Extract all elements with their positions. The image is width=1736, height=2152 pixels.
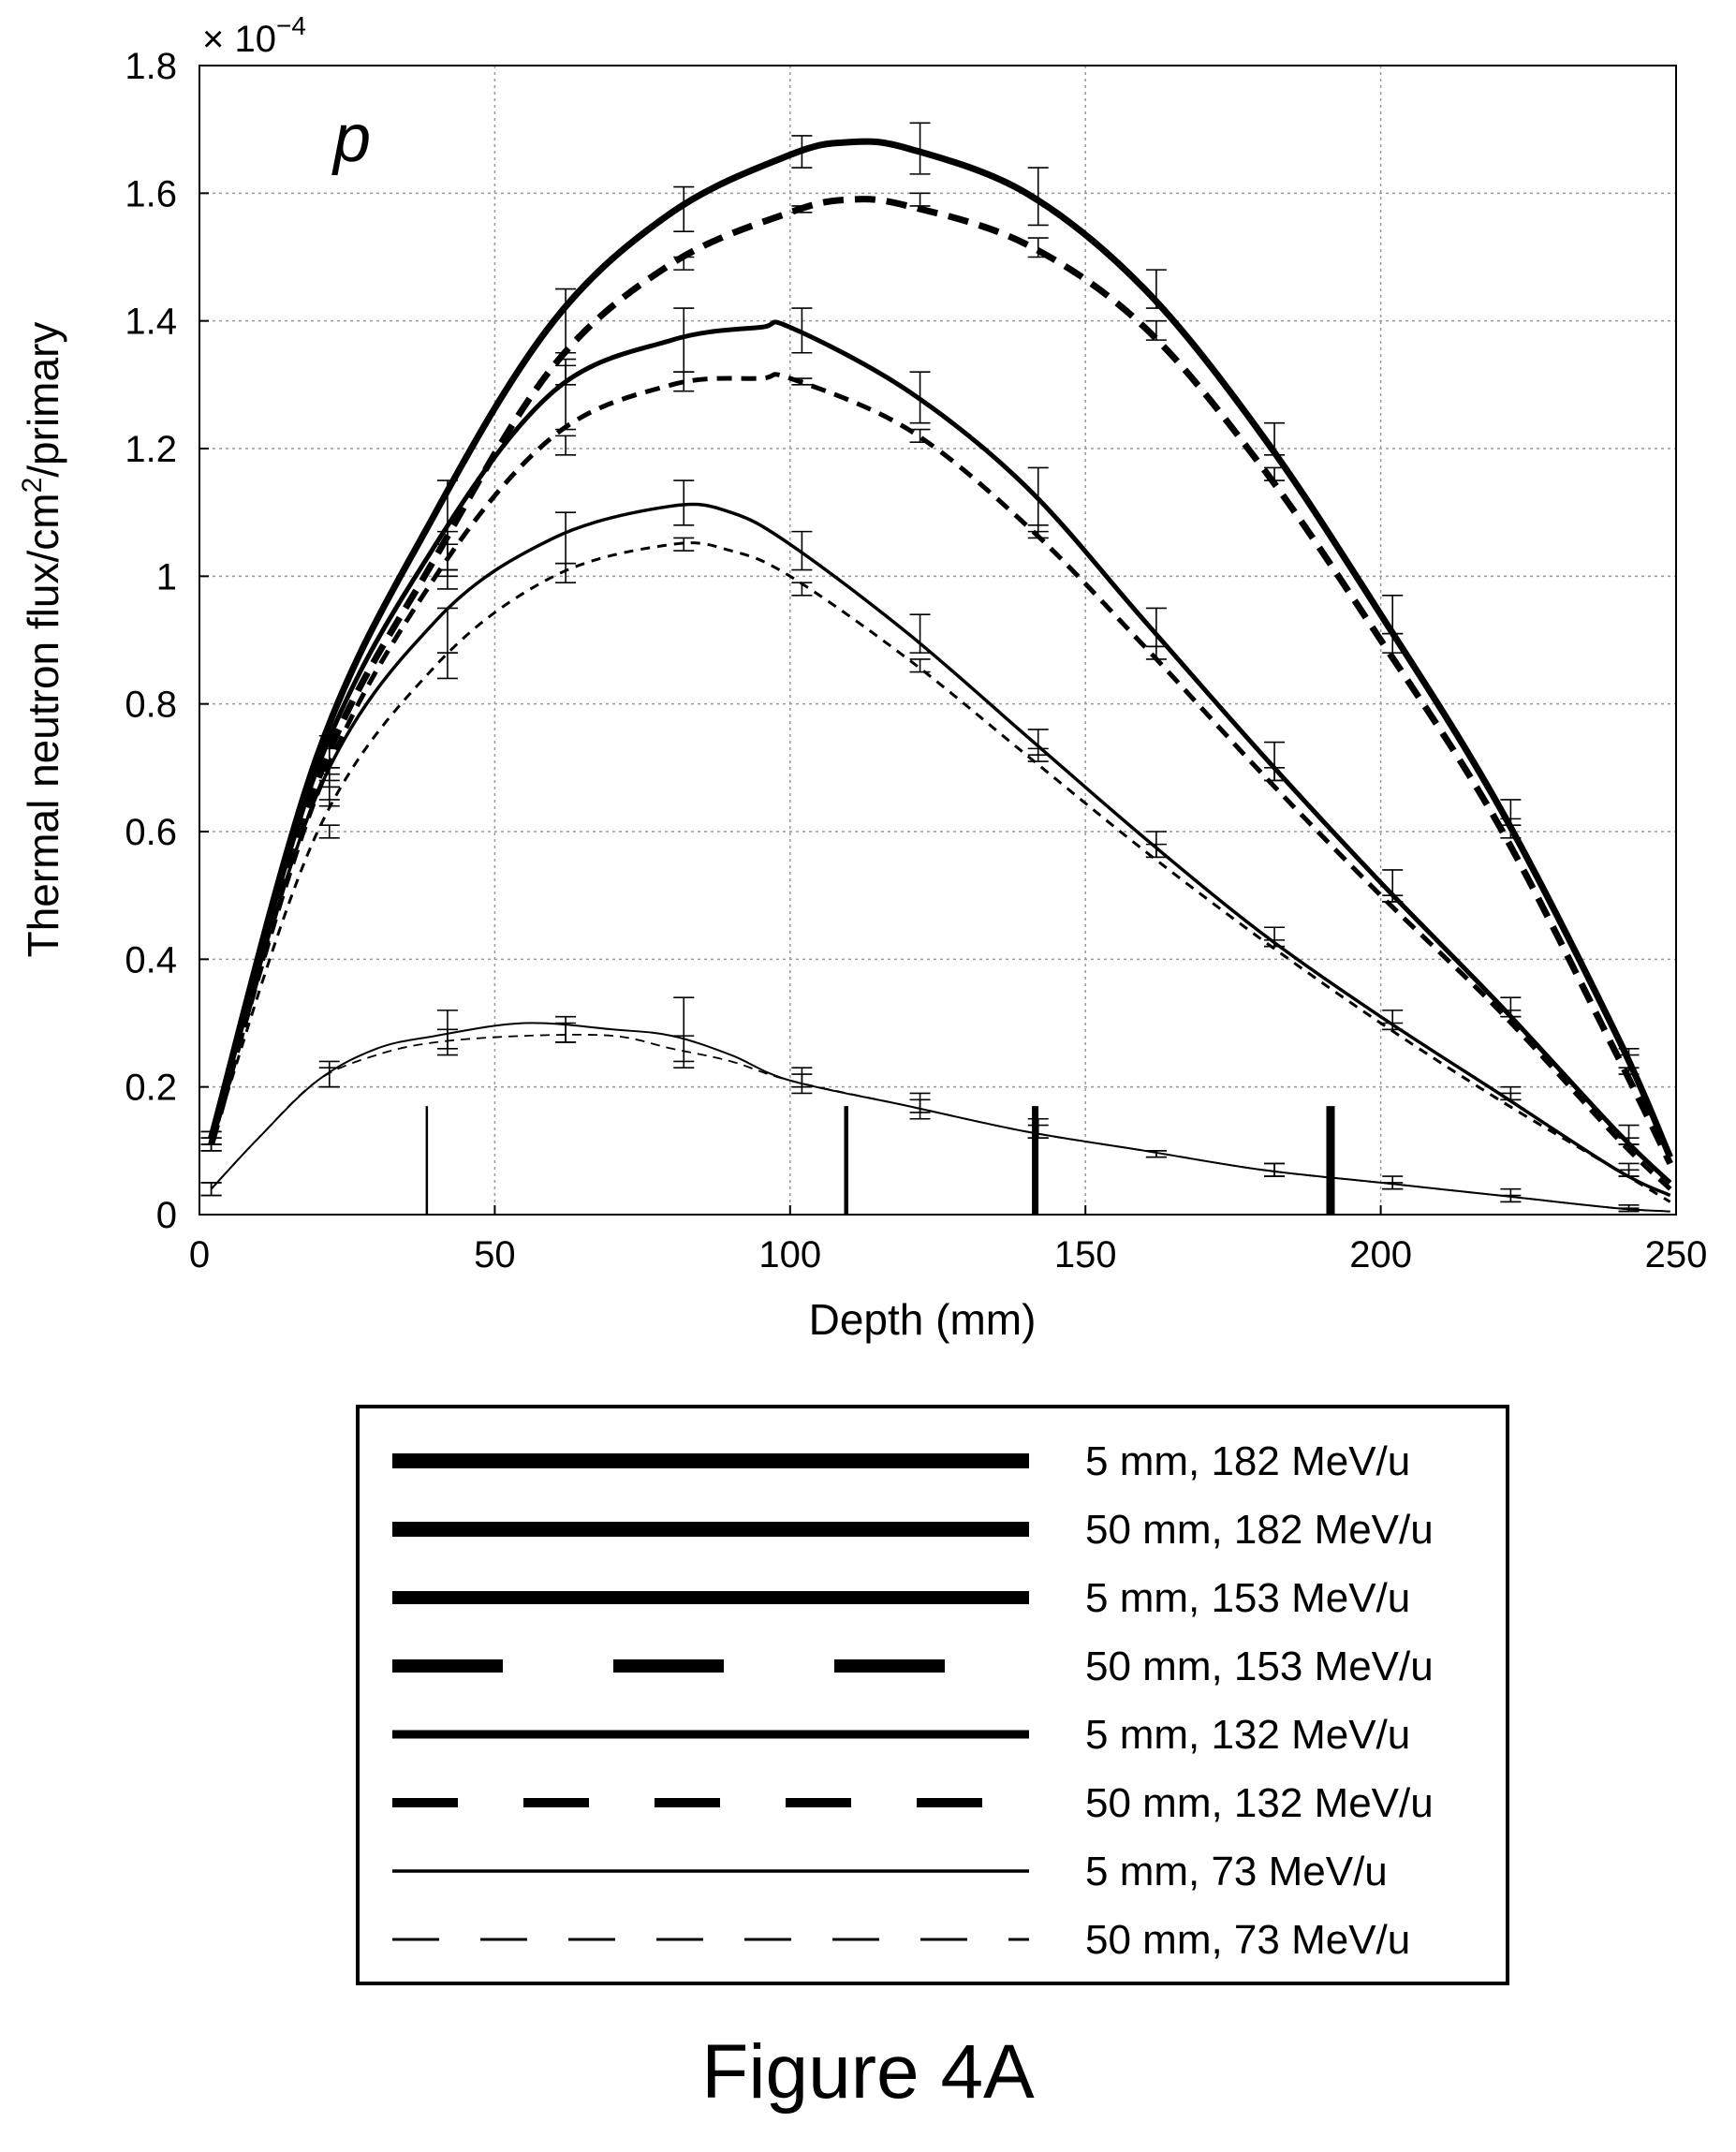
- y-tick-label: 0.4: [125, 939, 177, 980]
- x-tick-label: 250: [1645, 1234, 1708, 1275]
- grid-lines: [199, 66, 1676, 1215]
- y-tick-label: 1.6: [125, 173, 177, 214]
- y-tick-labels: 0 0.2 0.4 0.6 0.8 1 1.2 1.4 1.6 1.8: [125, 46, 177, 1236]
- multiplier-base: × 10: [202, 19, 276, 60]
- legend-label: 5 mm, 73 MeV/u: [1085, 1849, 1388, 1894]
- y-axis-label-main: Thermal neutron flux/cm: [19, 493, 67, 957]
- legend-swatch: [392, 1522, 1029, 1537]
- y-axis-label-sup: 2: [17, 478, 48, 494]
- legend-entry: 5 mm, 153 MeV/u: [360, 1564, 1506, 1632]
- legend-swatch: [392, 1869, 1029, 1873]
- plot-frame: [199, 65, 1677, 1216]
- legend-entry: 5 mm, 73 MeV/u: [360, 1837, 1506, 1906]
- legend-label: 50 mm, 132 MeV/u: [1085, 1780, 1434, 1826]
- multiplier-exponent: −4: [276, 11, 306, 40]
- legend-entry: 50 mm, 182 MeV/u: [360, 1496, 1506, 1564]
- x-tick-label: 50: [474, 1234, 516, 1275]
- series-line: [208, 138, 1673, 1159]
- legend-label: 5 mm, 153 MeV/u: [1085, 1575, 1411, 1621]
- series-group: [208, 138, 1673, 1213]
- x-tick-labels: 0 50 100 150 200 250: [189, 1234, 1708, 1275]
- legend-entry: 50 mm, 153 MeV/u: [360, 1632, 1506, 1701]
- series-line: [209, 372, 1672, 1191]
- legend-label: 5 mm, 182 MeV/u: [1085, 1438, 1411, 1484]
- y-tick-label: 1.2: [125, 429, 177, 470]
- y-tick-label: 0: [156, 1195, 177, 1236]
- legend-label: 5 mm, 132 MeV/u: [1085, 1712, 1411, 1758]
- legend-swatch: [392, 1730, 1029, 1739]
- legend-label: 50 mm, 73 MeV/u: [1085, 1917, 1411, 1963]
- x-tick-label: 200: [1349, 1234, 1412, 1275]
- legend-swatch: [392, 1659, 1029, 1673]
- error-bars: [200, 122, 1640, 1213]
- figure-caption: Figure 4A: [701, 2029, 1035, 2115]
- chart-figure: 0 50 100 150 200 250 0 0.2 0.4 0.6 0.8 1 1.2 1.4 1.6 1…: [17, 11, 1708, 1344]
- x-tick-label: 150: [1054, 1234, 1117, 1275]
- y-axis-label-suffix: /primary: [19, 322, 67, 478]
- y-tick-label: 1.8: [125, 46, 177, 87]
- y-tick-label: 1: [156, 556, 177, 597]
- legend-label: 50 mm, 153 MeV/u: [1085, 1643, 1434, 1689]
- legend-entry: 5 mm, 132 MeV/u: [360, 1701, 1506, 1769]
- multiplier-label: × 10−4: [202, 11, 306, 60]
- legend-entry: 50 mm, 132 MeV/u: [360, 1769, 1506, 1837]
- series-line: [209, 319, 1672, 1185]
- x-tick-label: 0: [189, 1234, 210, 1275]
- legend-swatch: [392, 1591, 1029, 1604]
- legend-swatch: [392, 1938, 1029, 1941]
- series-line: [209, 502, 1671, 1198]
- x-axis-label: Depth (mm): [809, 1295, 1037, 1344]
- series-line: [210, 1022, 1670, 1213]
- legend-entry: 50 mm, 73 MeV/u: [360, 1906, 1506, 1974]
- y-tick-label: 0.6: [125, 812, 177, 853]
- vertical-markers: [425, 1106, 1335, 1215]
- legend-label: 50 mm, 182 MeV/u: [1085, 1507, 1434, 1553]
- y-tick-label: 1.4: [125, 302, 177, 343]
- series-line: [210, 541, 1671, 1203]
- y-axis-label: Thermal neutron flux/cm2/primary: [17, 322, 67, 958]
- x-tick-label: 100: [758, 1234, 821, 1275]
- legend-swatch: [392, 1453, 1029, 1468]
- legend: 5 mm, 182 MeV/u 50 mm, 182 MeV/u 5 mm, 1…: [356, 1405, 1509, 1985]
- chart-annotation: p: [331, 101, 371, 176]
- axis-ticks: [199, 65, 1677, 1216]
- y-tick-label: 0.2: [125, 1068, 177, 1109]
- series-line: [210, 1033, 1670, 1213]
- legend-entry: 5 mm, 182 MeV/u: [360, 1427, 1506, 1496]
- legend-swatch: [392, 1798, 1029, 1807]
- y-tick-label: 0.8: [125, 685, 177, 726]
- series-line: [208, 196, 1673, 1166]
